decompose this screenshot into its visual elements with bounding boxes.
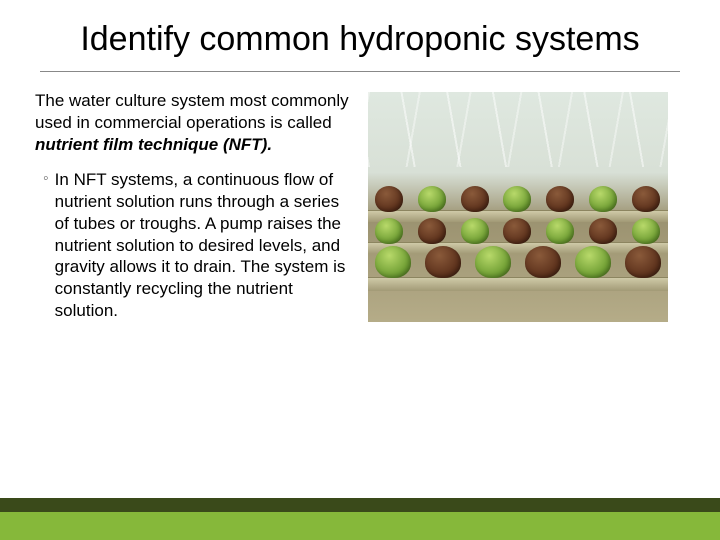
lettuce-row [368,216,668,244]
lettuce-plant [625,246,661,278]
lettuce-plant [575,246,611,278]
hydroponic-photo [368,92,668,322]
bullet-marker: ◦ [43,169,49,321]
greenhouse-roof [368,92,668,167]
lettuce-plant [546,186,574,212]
lettuce-plant [589,186,617,212]
lettuce-plant [461,218,489,244]
lettuce-plant [632,186,660,212]
lettuce-plant [503,186,531,212]
slide-footer [0,498,720,540]
bullet-item: ◦ In NFT systems, a continuous flow of n… [35,169,353,321]
image-column [368,90,686,322]
lettuce-plant [425,246,461,278]
lettuce-row [368,184,668,212]
lettuce-plant [503,218,531,244]
lettuce-plant [375,218,403,244]
lettuce-plant [375,186,403,212]
lettuce-plant [375,246,411,278]
intro-paragraph: The water culture system most commonly u… [35,90,353,155]
lettuce-plant [589,218,617,244]
lettuce-plant [418,186,446,212]
lettuce-plant [546,218,574,244]
intro-emphasis: nutrient film technique (NFT). [35,135,272,154]
lettuce-plant [461,186,489,212]
bullet-text: In NFT systems, a continuous flow of nut… [55,169,353,321]
lettuce-plant [525,246,561,278]
trough-row [368,277,668,291]
lettuce-plant [418,218,446,244]
text-column: The water culture system most commonly u… [35,90,353,322]
lettuce-plant [632,218,660,244]
footer-green-band [0,512,720,540]
title-divider [40,71,680,72]
intro-text: The water culture system most commonly u… [35,91,349,132]
slide-title: Identify common hydroponic systems [0,0,720,71]
slide: Identify common hydroponic systems The w… [0,0,720,540]
lettuce-plant [475,246,511,278]
lettuce-row [368,250,668,278]
content-row: The water culture system most commonly u… [0,90,720,322]
